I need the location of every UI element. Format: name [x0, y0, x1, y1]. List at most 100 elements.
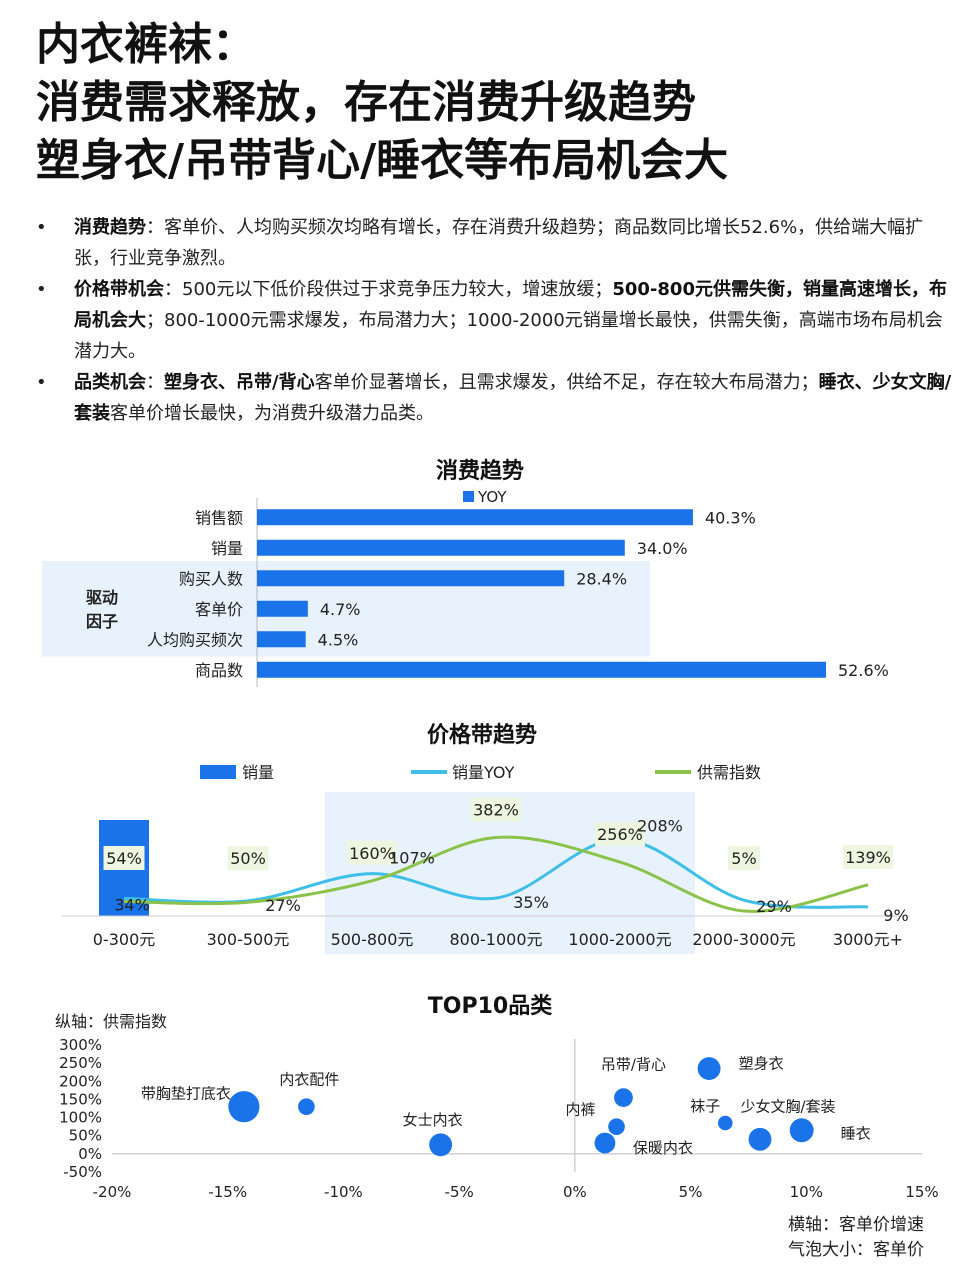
bubble-label: 睡衣 — [841, 1124, 871, 1142]
x-tick-label: -20% — [93, 1183, 132, 1201]
title-line-2: 消费需求释放，存在消费升级趋势 — [36, 77, 696, 128]
bubble-label: 带胸垫打底衣 — [141, 1085, 231, 1103]
y-tick-label: 250% — [59, 1054, 102, 1072]
bullet-text: ：500元以下低价段供过于求竞争压力较大，增速放缓； — [164, 279, 613, 300]
supply-label-bg — [728, 846, 760, 870]
bar — [257, 539, 625, 556]
x-tick-label: 10% — [790, 1183, 823, 1201]
yoy-data-label: 34% — [114, 895, 150, 914]
bubble — [594, 1132, 616, 1154]
bubble-label: 吊带/背心 — [601, 1056, 666, 1074]
bubble — [608, 1118, 625, 1135]
title-line-1: 内衣裤袜： — [36, 19, 256, 70]
group-label-line-2: 因子 — [86, 612, 118, 631]
bubble-label: 保暖内衣 — [633, 1139, 693, 1157]
category-label: 500-800元 — [331, 930, 414, 949]
bubble — [429, 1133, 453, 1157]
bullet-text: ；800-1000元需求爆发，布局潜力大；1000-2000元销量增长最快，供需… — [74, 310, 943, 362]
yoy-data-label: 107% — [389, 849, 435, 868]
bubble-label: 内裤 — [566, 1101, 596, 1119]
yoy-data-label: 208% — [637, 816, 683, 835]
bullet-text: ：客单价、人均购买频次均略有增长，存在消费升级趋势；商品数同比增长52.6%，供… — [74, 217, 924, 269]
bubble-label: 女士内衣 — [403, 1111, 463, 1129]
category-label: 人均购买频次 — [147, 630, 243, 649]
bar — [257, 600, 308, 617]
x-tick-label: 5% — [679, 1183, 703, 1201]
data-label: 52.6% — [838, 661, 889, 680]
y-tick-label: 150% — [59, 1090, 102, 1108]
bubble — [614, 1088, 633, 1107]
bubble — [228, 1091, 260, 1123]
supply-label-bg — [471, 797, 521, 822]
category-label: 销售额 — [195, 508, 243, 527]
y-axis-title: 纵轴：供需指数 — [55, 1012, 167, 1031]
y-tick-label: 300% — [59, 1036, 102, 1054]
bubble — [748, 1127, 772, 1151]
data-label: 4.5% — [318, 630, 359, 649]
bubble-label: 少女文胸/套装 — [740, 1097, 835, 1115]
category-label: 3000元+ — [833, 930, 903, 949]
supply-demand-line — [123, 835, 869, 913]
legend-swatch-bar — [200, 765, 236, 779]
yoy-data-label: 9% — [883, 906, 908, 925]
insight-bullets: 消费趋势：客单价、人均购买频次均略有增长，存在消费升级趋势；商品数同比增长52.… — [36, 212, 956, 429]
supply-data-label: 160% — [349, 844, 395, 863]
data-label: 28.4% — [576, 569, 627, 588]
bar — [257, 570, 565, 587]
bubble-label: 内衣配件 — [279, 1071, 339, 1089]
y-tick-label: -50% — [63, 1163, 102, 1181]
data-label: 4.7% — [320, 600, 361, 619]
y-tick-label: 50% — [69, 1127, 102, 1145]
bubble — [697, 1057, 721, 1081]
size-note: 气泡大小：客单价 — [788, 1240, 924, 1260]
x-tick-label: -15% — [208, 1183, 247, 1201]
bullet-emphasis: 睡衣、少女文胸/套装 — [74, 372, 952, 424]
page-title: 内衣裤袜： 消费需求释放，存在消费升级趋势 塑身衣/吊带背心/睡衣等布局机会大 — [36, 16, 728, 190]
bullet-text: ： — [146, 372, 164, 393]
legend-label: 供需指数 — [697, 763, 761, 782]
category-label: 300-500元 — [207, 930, 290, 949]
bullet-emphasis: 塑身衣、吊带/背心 — [164, 372, 315, 393]
bullet-label: 价格带机会 — [74, 279, 164, 300]
bullet-label: 品类机会 — [74, 372, 146, 393]
chart-title: 价格带趋势 — [427, 722, 537, 748]
x-tick-label: -10% — [324, 1183, 363, 1201]
supply-data-label: 50% — [230, 849, 266, 868]
y-tick-label: 100% — [59, 1109, 102, 1127]
bubble — [298, 1098, 315, 1116]
group-label-line-1: 驱动 — [86, 588, 118, 607]
bubble — [789, 1118, 814, 1143]
category-label: 购买人数 — [179, 569, 243, 588]
bullet-label: 消费趋势 — [74, 217, 146, 238]
title-line-3: 塑身衣/吊带背心/睡衣等布局机会大 — [36, 135, 729, 186]
top10-bubble-chart: TOP10品类纵轴：供需指数300%250%200%150%100%50%0%-… — [55, 994, 939, 1201]
legend-label: YOY — [477, 488, 507, 506]
chart-title: TOP10品类 — [428, 994, 553, 1019]
bullet-consumption-trend: 消费趋势：客单价、人均购买频次均略有增长，存在消费升级趋势；商品数同比增长52.… — [36, 212, 956, 274]
bubble — [718, 1115, 733, 1131]
legend-label: 销量YOY — [452, 763, 515, 782]
legend-swatch — [463, 491, 474, 502]
bubble-label: 塑身衣 — [739, 1055, 784, 1073]
bar — [257, 509, 693, 526]
yoy-data-label: 29% — [756, 897, 792, 916]
data-label: 34.0% — [637, 539, 688, 558]
y-tick-label: 200% — [59, 1072, 102, 1090]
chart-title: 消费趋势 — [436, 458, 524, 484]
supply-label-bg — [595, 822, 645, 847]
bullet-price-band: 价格带机会：500元以下低价段供过于求竞争压力较大，增速放缓；500-800元供… — [36, 274, 956, 367]
supply-data-label: 139% — [845, 848, 891, 867]
y-tick-label: 0% — [78, 1145, 102, 1163]
category-label: 2000-3000元 — [692, 930, 795, 949]
x-tick-label: 15% — [905, 1183, 938, 1201]
bullet-category: 品类机会：塑身衣、吊带/背心客单价显著增长，且需求爆发，供给不足，存在较大布局潜… — [36, 367, 956, 429]
data-label: 40.3% — [705, 508, 756, 527]
category-label: 800-1000元 — [449, 930, 542, 949]
bar — [257, 661, 826, 678]
x-tick-label: 0% — [563, 1183, 587, 1201]
category-label: 0-300元 — [93, 930, 156, 949]
supply-data-label: 54% — [106, 849, 142, 868]
bubble-label: 袜子 — [690, 1097, 720, 1115]
category-label: 销量 — [211, 539, 243, 558]
